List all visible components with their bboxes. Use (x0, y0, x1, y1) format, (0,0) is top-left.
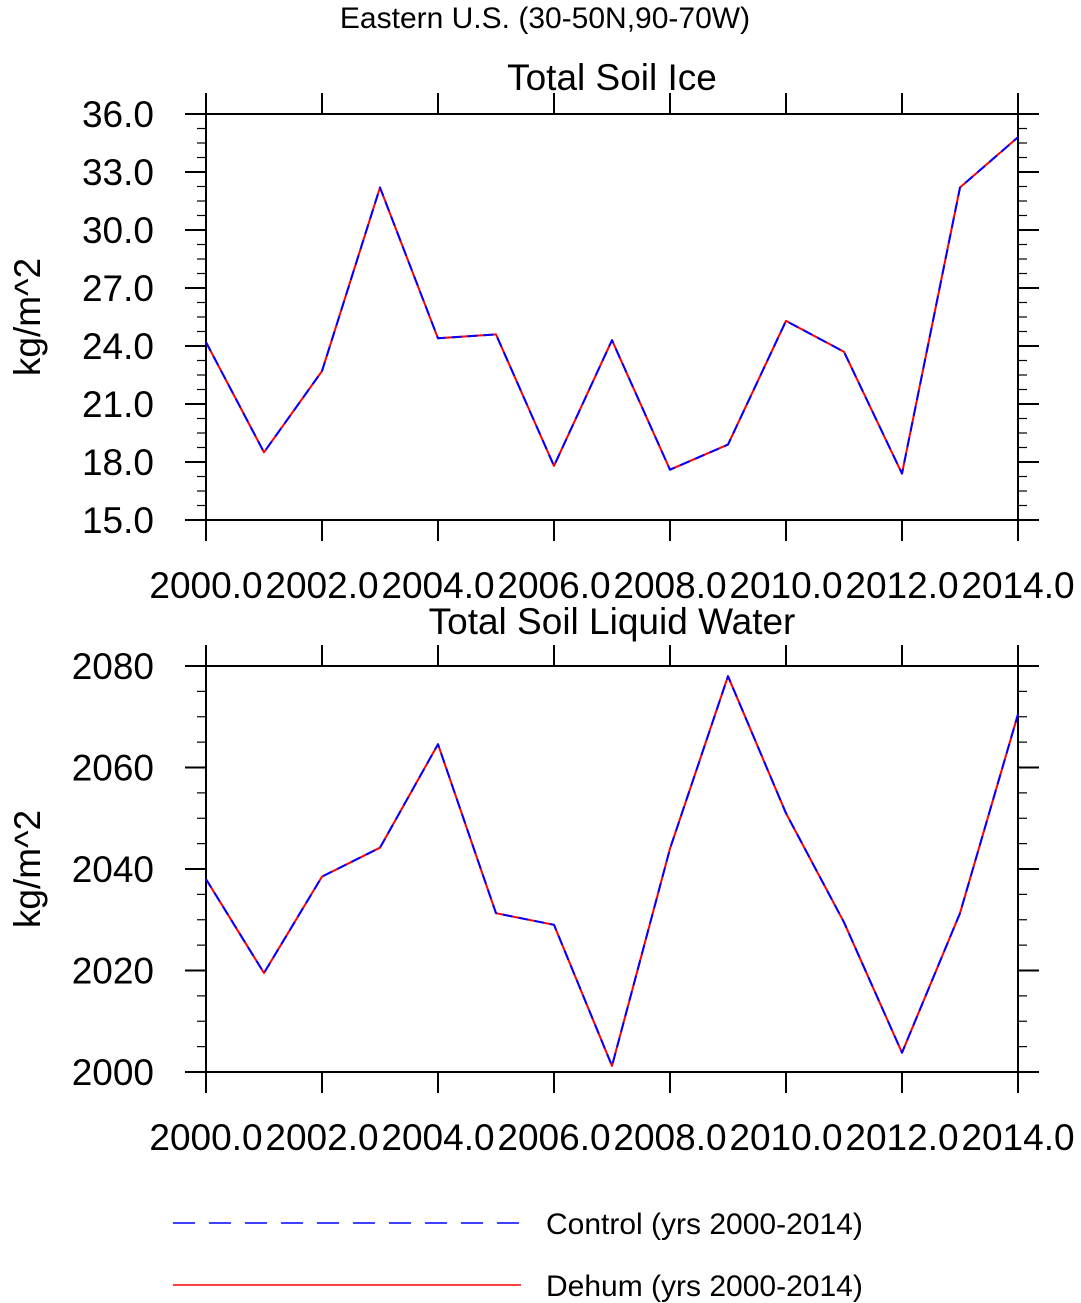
series-line-control (205, 136, 1019, 475)
y-tick-label: 2020 (72, 951, 154, 992)
panel-soil-ice: Total Soil Ice kg/m^2 2000.0 2002.0 2004.0… (7, 57, 1075, 606)
x-tick-label: 2008.0 (613, 565, 726, 606)
legend-item-control: Control (yrs 2000-2014) (173, 1208, 863, 1241)
panel-soil-liquid-water: Total Soil Liquid Water kg/m^2 2000.0 200… (7, 601, 1075, 1158)
series-line-dehum (205, 136, 1019, 475)
x-tick-label: 2006.0 (497, 1117, 610, 1158)
y-axis-label: kg/m^2 (7, 810, 48, 928)
x-tick-label: 2000.0 (149, 1117, 262, 1158)
x-tick-label: 2002.0 (265, 1117, 378, 1158)
legend-label-dehum: Dehum (yrs 2000-2014) (546, 1270, 863, 1303)
y-tick-label: 33.0 (82, 152, 154, 193)
x-tick-label: 2012.0 (845, 565, 958, 606)
panel-title: Total Soil Ice (507, 57, 717, 98)
x-tick-label: 2004.0 (381, 1117, 494, 1158)
y-axis-label: kg/m^2 (7, 258, 48, 376)
x-tick-label: 2002.0 (265, 565, 378, 606)
legend-item-dehum: Dehum (yrs 2000-2014) (173, 1270, 863, 1303)
x-tick-label: 2004.0 (381, 565, 494, 606)
y-tick-label: 2080 (72, 646, 154, 687)
y-tick-label: 2040 (72, 849, 154, 890)
x-tick-label: 2010.0 (729, 565, 842, 606)
legend: Control (yrs 2000-2014) Dehum (yrs 2000-… (173, 1208, 863, 1303)
series-line-control (205, 675, 1019, 1067)
y-tick-label: 21.0 (82, 384, 154, 425)
y-tick-label: 18.0 (82, 442, 154, 483)
figure-title: Eastern U.S. (30-50N,90-70W) (340, 2, 750, 35)
x-tick-label: 2000.0 (149, 565, 262, 606)
y-tick-label: 15.0 (82, 500, 154, 541)
x-tick-label: 2006.0 (497, 565, 610, 606)
plot-frame (205, 665, 1019, 1073)
x-tick-label: 2008.0 (613, 1117, 726, 1158)
y-tick-label: 2060 (72, 748, 154, 789)
x-tick-label: 2010.0 (729, 1117, 842, 1158)
x-tick-label: 2012.0 (845, 1117, 958, 1158)
x-tick-label: 2014.0 (961, 565, 1074, 606)
y-tick-label: 30.0 (82, 210, 154, 251)
legend-label-control: Control (yrs 2000-2014) (546, 1208, 863, 1241)
y-tick-label: 36.0 (82, 94, 154, 135)
panel-title: Total Soil Liquid Water (429, 601, 796, 642)
y-tick-label: 27.0 (82, 268, 154, 309)
series-line-dehum (205, 675, 1019, 1067)
y-tick-label: 2000 (72, 1052, 154, 1093)
x-tick-label: 2014.0 (961, 1117, 1074, 1158)
y-tick-label: 24.0 (82, 326, 154, 367)
